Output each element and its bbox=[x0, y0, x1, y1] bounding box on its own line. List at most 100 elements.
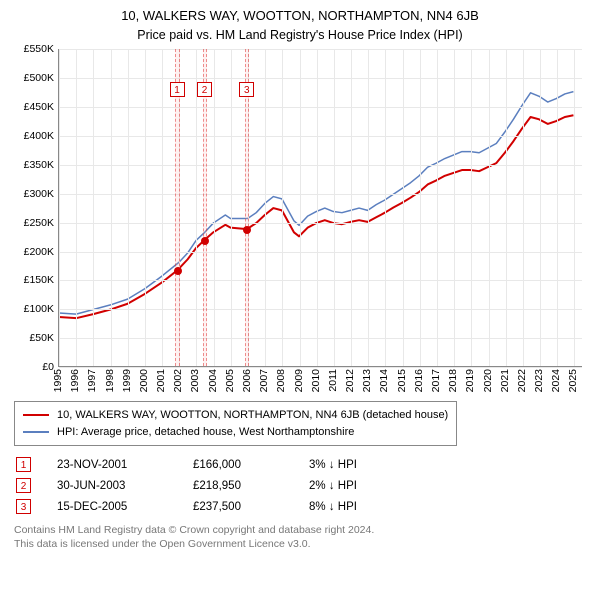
transaction-row: 315-DEC-2005£237,5008% ↓ HPI bbox=[14, 496, 586, 517]
x-tick-label: 2011 bbox=[327, 369, 339, 392]
footer-line-2: This data is licensed under the Open Gov… bbox=[14, 537, 586, 551]
x-tick-label: 2007 bbox=[258, 369, 270, 392]
gridline-v bbox=[489, 49, 490, 366]
chart-subtitle: Price paid vs. HM Land Registry's House … bbox=[14, 27, 586, 43]
x-tick-label: 2001 bbox=[155, 369, 167, 392]
event-marker: 2 bbox=[197, 82, 212, 97]
gridline-h bbox=[59, 309, 582, 310]
y-tick-label: £450K bbox=[24, 101, 54, 113]
y-tick-label: £350K bbox=[24, 159, 54, 171]
gridline-v bbox=[76, 49, 77, 366]
x-tick-label: 2018 bbox=[447, 369, 459, 392]
gridline-v bbox=[351, 49, 352, 366]
gridline-v bbox=[231, 49, 232, 366]
x-tick-label: 1998 bbox=[104, 369, 116, 392]
gridline-h bbox=[59, 223, 582, 224]
x-tick-label: 2010 bbox=[310, 369, 322, 392]
legend-box: 10, WALKERS WAY, WOOTTON, NORTHAMPTON, N… bbox=[14, 401, 457, 446]
chart-area: £0£50K£100K£150K£200K£250K£300K£350K£400… bbox=[14, 49, 586, 397]
x-tick-label: 2019 bbox=[464, 369, 476, 392]
y-tick-label: £550K bbox=[24, 43, 54, 55]
gridline-v bbox=[93, 49, 94, 366]
gridline-v bbox=[300, 49, 301, 366]
gridline-v bbox=[403, 49, 404, 366]
legend-swatch bbox=[23, 431, 49, 433]
x-tick-label: 2023 bbox=[533, 369, 545, 392]
line-chart-svg bbox=[59, 49, 582, 366]
gridline-v bbox=[506, 49, 507, 366]
transaction-hpi-diff: 3% ↓ HPI bbox=[309, 459, 399, 471]
transaction-marker: 3 bbox=[16, 499, 31, 514]
gridline-v bbox=[128, 49, 129, 366]
transaction-date: 30-JUN-2003 bbox=[57, 480, 167, 492]
legend-swatch bbox=[23, 414, 49, 416]
transaction-price: £166,000 bbox=[193, 459, 283, 471]
gridline-v bbox=[420, 49, 421, 366]
y-tick-label: £100K bbox=[24, 303, 54, 315]
gridline-v bbox=[196, 49, 197, 366]
legend-label: HPI: Average price, detached house, West… bbox=[57, 424, 354, 441]
x-tick-label: 2016 bbox=[413, 369, 425, 392]
legend-row: 10, WALKERS WAY, WOOTTON, NORTHAMPTON, N… bbox=[23, 407, 448, 424]
event-marker: 1 bbox=[170, 82, 185, 97]
y-axis: £0£50K£100K£150K£200K£250K£300K£350K£400… bbox=[14, 49, 58, 367]
footer-line-1: Contains HM Land Registry data © Crown c… bbox=[14, 523, 586, 537]
gridline-v bbox=[471, 49, 472, 366]
gridline-h bbox=[59, 78, 582, 79]
gridline-v bbox=[574, 49, 575, 366]
x-tick-label: 2000 bbox=[138, 369, 150, 392]
x-tick-label: 2017 bbox=[430, 369, 442, 392]
x-tick-label: 2013 bbox=[361, 369, 373, 392]
gridline-h bbox=[59, 338, 582, 339]
gridline-h bbox=[59, 280, 582, 281]
transaction-marker: 1 bbox=[16, 457, 31, 472]
transaction-date: 15-DEC-2005 bbox=[57, 501, 167, 513]
price-point-dot bbox=[243, 226, 251, 234]
x-tick-label: 1997 bbox=[86, 369, 98, 392]
x-tick-label: 2014 bbox=[378, 369, 390, 392]
gridline-v bbox=[145, 49, 146, 366]
x-tick-label: 2006 bbox=[241, 369, 253, 392]
x-tick-label: 2020 bbox=[482, 369, 494, 392]
gridline-v bbox=[368, 49, 369, 366]
x-axis: 1995199619971998199920002001200220032004… bbox=[58, 367, 582, 397]
y-tick-label: £200K bbox=[24, 246, 54, 258]
transaction-price: £218,950 bbox=[193, 480, 283, 492]
x-tick-label: 2009 bbox=[293, 369, 305, 392]
y-tick-label: £250K bbox=[24, 217, 54, 229]
y-tick-label: £400K bbox=[24, 130, 54, 142]
x-tick-label: 2025 bbox=[567, 369, 579, 392]
gridline-v bbox=[523, 49, 524, 366]
event-marker: 3 bbox=[239, 82, 254, 97]
gridline-h bbox=[59, 107, 582, 108]
transaction-hpi-diff: 8% ↓ HPI bbox=[309, 501, 399, 513]
x-tick-label: 2022 bbox=[516, 369, 528, 392]
transaction-row: 2 30-JUN-2003 £218,950 2% ↓ HPI bbox=[14, 475, 586, 496]
x-tick-label: 2003 bbox=[189, 369, 201, 392]
gridline-v bbox=[454, 49, 455, 366]
transaction-marker: 2 bbox=[16, 478, 31, 493]
x-tick-label: 2008 bbox=[275, 369, 287, 392]
attribution-footer: Contains HM Land Registry data © Crown c… bbox=[14, 523, 586, 551]
legend-label: 10, WALKERS WAY, WOOTTON, NORTHAMPTON, N… bbox=[57, 407, 448, 424]
y-tick-label: £300K bbox=[24, 188, 54, 200]
x-tick-label: 1999 bbox=[121, 369, 133, 392]
gridline-h bbox=[59, 165, 582, 166]
x-tick-label: 2002 bbox=[172, 369, 184, 392]
transaction-hpi-diff: 2% ↓ HPI bbox=[309, 480, 399, 492]
x-tick-label: 2004 bbox=[207, 369, 219, 392]
gridline-v bbox=[111, 49, 112, 366]
price-point-dot bbox=[174, 267, 182, 275]
y-tick-label: £150K bbox=[24, 274, 54, 286]
transaction-table: 123-NOV-2001£166,0003% ↓ HPI230-JUN-2003… bbox=[14, 454, 586, 517]
x-tick-label: 2005 bbox=[224, 369, 236, 392]
gridline-v bbox=[540, 49, 541, 366]
legend-row: HPI: Average price, detached house, West… bbox=[23, 424, 448, 441]
gridline-h bbox=[59, 194, 582, 195]
gridline-v bbox=[557, 49, 558, 366]
x-tick-label: 2024 bbox=[550, 369, 562, 392]
price-point-dot bbox=[201, 237, 209, 245]
chart-container: 10, WALKERS WAY, WOOTTON, NORTHAMPTON, N… bbox=[0, 0, 600, 590]
gridline-v bbox=[265, 49, 266, 366]
gridline-v bbox=[317, 49, 318, 366]
